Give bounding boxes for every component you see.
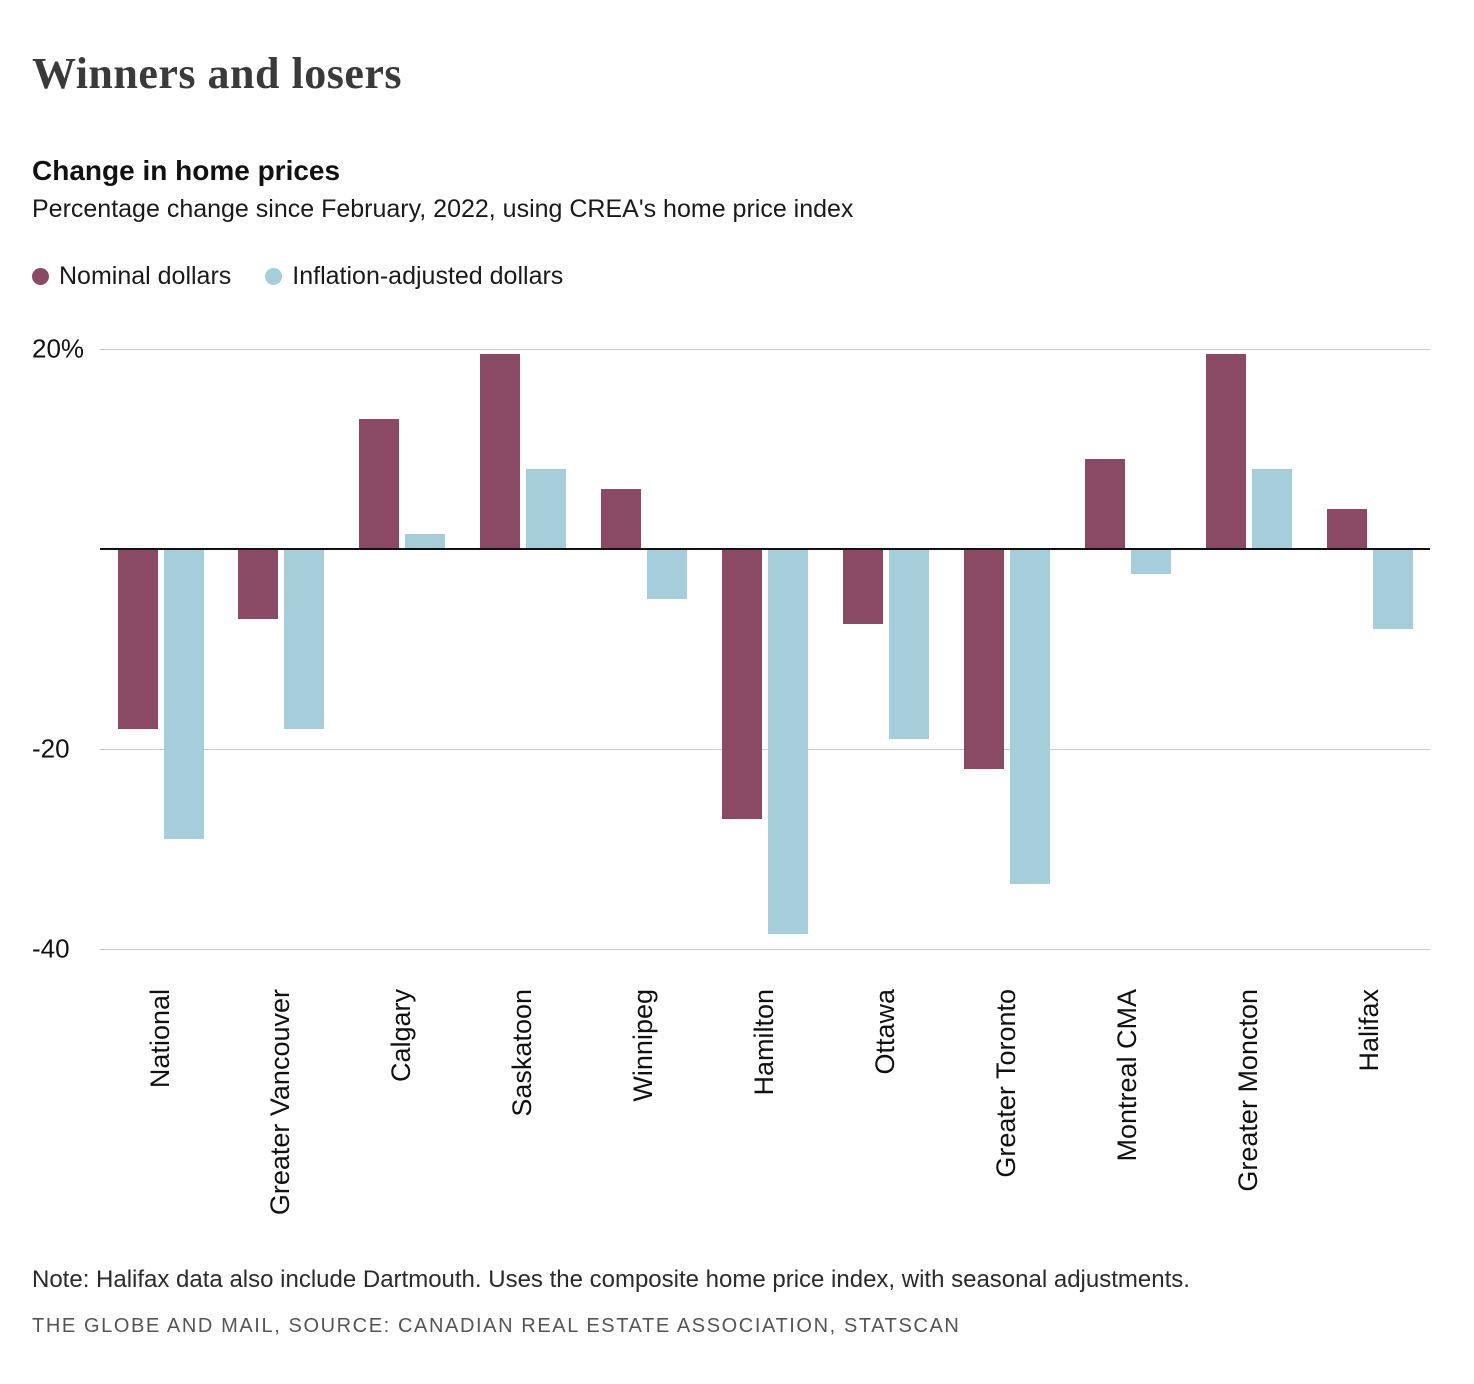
bar-nominal-dollars-montreal-cma	[1084, 459, 1125, 549]
y-axis-tick-label--20: -20	[32, 733, 70, 764]
gridline--20	[100, 748, 1430, 750]
legend-swatch-nominal-icon	[32, 268, 49, 285]
gridline-20	[100, 348, 1430, 350]
chart-heading: Change in home prices	[32, 155, 341, 186]
y-axis-tick-label-20: 20%	[32, 333, 85, 364]
y-axis-tick-label--40: -40	[32, 933, 70, 964]
x-axis-label-montreal-cma: Montreal CMA	[1111, 989, 1142, 1162]
bar-nominal-dollars-halifax	[1326, 509, 1367, 549]
bar-inflation-adjusted-dollars-montreal-cma	[1130, 549, 1171, 574]
chart-legend: Nominal dollars Inflation-adjusted dolla…	[32, 262, 1430, 291]
footnote: Note: Halifax data also include Dartmout…	[32, 1266, 1190, 1293]
source-credit: THE GLOBE AND MAIL, SOURCE: CANADIAN REA…	[32, 1315, 961, 1337]
x-axis-label-ottawa: Ottawa	[869, 989, 900, 1075]
bar-inflation-adjusted-dollars-halifax	[1372, 549, 1413, 629]
x-axis-label-hamilton: Hamilton	[749, 989, 779, 1096]
bar-inflation-adjusted-dollars-winnipeg	[647, 549, 688, 599]
bar-nominal-dollars-calgary	[359, 419, 400, 549]
x-axis-label-winnipeg: Winnipeg	[628, 989, 659, 1102]
bar-inflation-adjusted-dollars-calgary	[405, 534, 446, 549]
bar-nominal-dollars-winnipeg	[601, 489, 642, 549]
x-axis-label-national: National	[144, 989, 175, 1089]
bar-nominal-dollars-hamilton	[722, 549, 762, 819]
legend-swatch-inflation-adjusted-icon	[265, 268, 283, 285]
legend-item-nominal: Nominal dollars	[32, 262, 231, 291]
bar-inflation-adjusted-dollars-greater-vancouver	[284, 549, 325, 729]
legend-item-inflation-adjusted: Inflation-adjusted dollars	[265, 262, 563, 291]
page-title: Winners and losers	[32, 49, 403, 98]
bar-nominal-dollars-greater-toronto	[963, 549, 1004, 769]
bar-inflation-adjusted-dollars-greater-moncton	[1251, 469, 1292, 549]
bar-nominal-dollars-ottawa	[842, 549, 883, 624]
bar-nominal-dollars-greater-moncton	[1205, 354, 1246, 549]
bar-nominal-dollars-greater-vancouver	[238, 549, 279, 619]
zero-axis-line	[100, 548, 1430, 550]
bar-inflation-adjusted-dollars-national	[163, 549, 204, 839]
bar-chart: 20% -20 -40 National Greater Vancouver Calgar…	[32, 334, 1430, 1259]
x-axis-label-greater-toronto: Greater Toronto	[990, 989, 1021, 1178]
x-axis-label-saskatoon: Saskatoon	[507, 989, 538, 1117]
legend-label-inflation-adjusted: Inflation-adjusted dollars	[292, 262, 564, 290]
plot-area	[100, 348, 1430, 950]
bar-nominal-dollars-saskatoon	[480, 354, 521, 549]
x-axis-label-greater-moncton: Greater Moncton	[1232, 989, 1263, 1192]
bar-inflation-adjusted-dollars-ottawa	[888, 549, 929, 739]
x-axis-label-halifax: Halifax	[1353, 989, 1384, 1072]
x-axis-label-greater-vancouver: Greater Vancouver	[265, 989, 296, 1216]
bar-inflation-adjusted-dollars-hamilton	[768, 549, 808, 934]
x-axis-label-calgary: Calgary	[386, 989, 417, 1083]
gridline--40	[100, 948, 1430, 950]
legend-label-nominal: Nominal dollars	[59, 262, 232, 290]
bar-inflation-adjusted-dollars-saskatoon	[526, 469, 567, 549]
bar-inflation-adjusted-dollars-greater-toronto	[1009, 549, 1050, 884]
chart-subheading: Percentage change since February, 2022, …	[32, 195, 854, 223]
bar-nominal-dollars-national	[117, 549, 158, 729]
